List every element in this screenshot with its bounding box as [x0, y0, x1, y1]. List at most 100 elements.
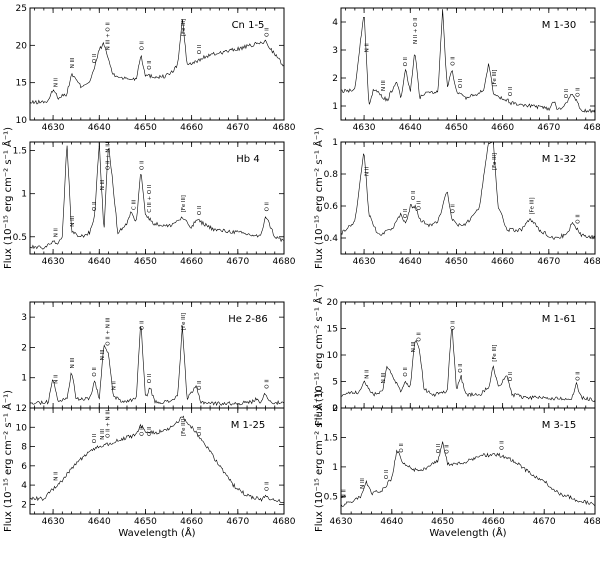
- x-tick-label: 4630: [42, 123, 65, 133]
- line-id-label: O II: [197, 426, 203, 436]
- line-id-label: [Fe III]: [492, 69, 498, 86]
- panel-title: M 1-61: [542, 314, 577, 325]
- x-tick-label: 4680: [584, 257, 600, 267]
- x-tick-label: 4680: [273, 517, 296, 527]
- spectrum-line: [341, 328, 595, 402]
- line-id-label: O II: [265, 379, 271, 389]
- x-axis-title: Wavelength (Å): [429, 526, 506, 539]
- line-id-label: [Fe III]: [181, 313, 187, 330]
- spectrum-line: [30, 143, 284, 250]
- y-tick-label: 1.5: [13, 147, 27, 157]
- y-tick-label: 1: [332, 138, 338, 148]
- x-tick-label: 4630: [353, 123, 376, 133]
- spectrum-line: [30, 19, 284, 105]
- y-tick-label: 6: [21, 462, 27, 472]
- line-id-label: O II: [147, 60, 153, 70]
- spectrum-line: [341, 142, 595, 241]
- line-id-label: O II: [92, 53, 98, 63]
- spectrum-panel: 4630 4640 4650 4660 4670 4680 0.5 1 1.5 2 M 3-15 N …: [312, 390, 600, 539]
- x-tick-label: 4670: [533, 517, 556, 527]
- y-tick-label: 2: [21, 500, 27, 510]
- plot-frame: [340, 141, 596, 255]
- y-tick-label: 1: [332, 102, 338, 112]
- line-id-label: N II: [53, 228, 59, 237]
- line-id-label: O II: [147, 426, 153, 436]
- line-id-label: O II: [458, 79, 464, 89]
- x-tick-label: 4640: [88, 517, 111, 527]
- line-id-label: O II: [576, 87, 582, 97]
- line-id-label: [Fe III]: [492, 345, 498, 362]
- line-id-label: N III: [70, 57, 76, 68]
- line-id-label: O II: [450, 56, 456, 66]
- x-tick-label: 4680: [273, 123, 296, 133]
- x-tick-label: 4660: [180, 123, 203, 133]
- line-id-label: N II: [364, 369, 370, 378]
- line-id-label: O II: [411, 190, 417, 200]
- line-id-label: O II + N III: [106, 317, 112, 346]
- line-id-label: O II: [265, 202, 271, 212]
- line-id-label: N III: [100, 179, 106, 190]
- line-id-label: O II: [139, 320, 145, 330]
- line-id-label: O II: [139, 426, 145, 436]
- line-id-label: O II: [576, 371, 582, 381]
- y-tick-label: 4: [21, 481, 27, 491]
- spectrum-panel: 4630 4640 4650 4660 4670 4680 0.5 1 1.5 Hb 4 N II N…: [1, 127, 296, 269]
- y-tick-label: 0.5: [13, 233, 27, 243]
- x-axis-title: Wavelength (Å): [118, 526, 195, 539]
- x-tick-label: 4670: [537, 257, 560, 267]
- line-id-label: [Fe III]: [492, 153, 498, 170]
- line-id-label: O II: [500, 440, 506, 450]
- line-id-label: [Fe III]: [181, 19, 187, 36]
- line-id-label: O II: [450, 204, 456, 214]
- x-tick-label: 4650: [445, 257, 468, 267]
- line-id-label: O II: [265, 27, 271, 37]
- line-id-label: O II: [576, 214, 582, 224]
- y-tick-label: 15: [327, 325, 338, 335]
- line-id-label: N II: [53, 78, 59, 87]
- y-tick-label: 25: [16, 4, 27, 14]
- y-tick-label: 1: [21, 190, 27, 200]
- spectrum-panel: 4630 4640 4650 4660 4670 4680 10 15 20 25 Cn 1-5 N …: [16, 4, 296, 133]
- x-tick-label: 4650: [134, 517, 157, 527]
- y-axis-title: Flux (10⁻¹⁵ erg cm⁻² s⁻¹ Å⁻¹): [312, 127, 325, 269]
- line-id-label: O II: [417, 201, 423, 211]
- x-tick-label: 4680: [273, 257, 296, 267]
- y-tick-label: 3: [332, 46, 338, 56]
- line-id-label: O II: [436, 444, 442, 454]
- x-tick-label: 4660: [491, 257, 514, 267]
- line-id-label: N III: [100, 429, 106, 440]
- y-tick-label: 0.8: [324, 170, 339, 180]
- x-tick-label: 4630: [42, 257, 65, 267]
- line-id-label: C III + O II: [147, 184, 153, 212]
- x-tick-label: 4680: [584, 123, 600, 133]
- x-tick-label: 4660: [482, 517, 505, 527]
- panel-title: He 2-86: [228, 314, 268, 325]
- x-tick-label: 4640: [88, 257, 111, 267]
- line-id-label: N III: [381, 80, 387, 91]
- x-tick-label: 4660: [180, 257, 203, 267]
- spectrum-line: [30, 326, 284, 407]
- line-id-label: O II: [403, 367, 409, 377]
- line-id-label: N II: [112, 381, 118, 390]
- spectrum-line: [341, 9, 595, 114]
- line-id-label: O II: [508, 86, 514, 96]
- y-tick-label: 20: [16, 41, 28, 51]
- line-id-label: O II: [92, 367, 98, 377]
- line-id-label: O II: [445, 444, 451, 454]
- line-id-label: O II: [139, 160, 145, 170]
- line-id-label: N III: [381, 372, 387, 383]
- line-id-label: O II: [564, 89, 570, 99]
- y-tick-label: 10: [16, 423, 28, 433]
- plot-frame: [29, 141, 285, 255]
- x-tick-label: 4650: [134, 257, 157, 267]
- line-id-label: N II + O II: [413, 17, 419, 44]
- line-id-label: N II: [364, 43, 370, 52]
- x-tick-label: 4670: [537, 123, 560, 133]
- x-tick-label: 4630: [353, 257, 376, 267]
- x-tick-label: 4670: [226, 517, 249, 527]
- line-id-label: O II: [508, 372, 514, 382]
- y-axis-title: Flux (10⁻¹⁵ erg cm⁻² s⁻¹ Å⁻¹): [312, 284, 325, 426]
- x-tick-label: 4640: [88, 123, 111, 133]
